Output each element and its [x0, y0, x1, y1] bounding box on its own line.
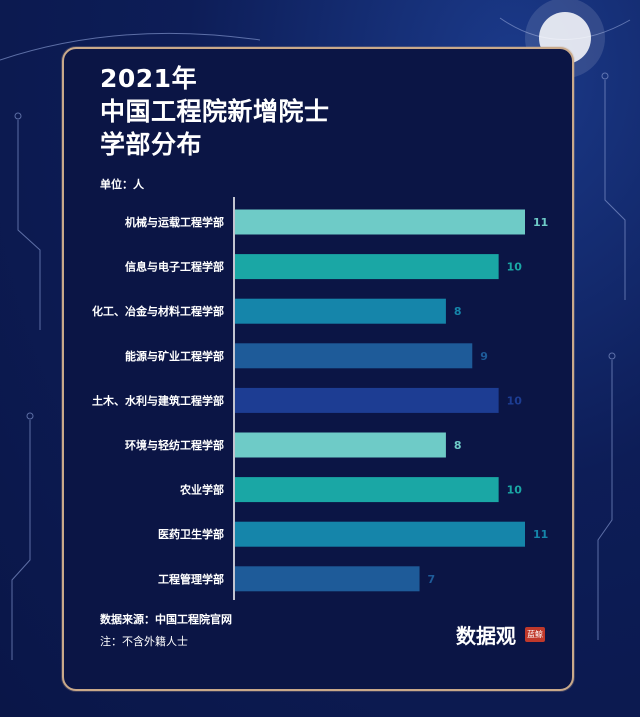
- bar: [235, 387, 499, 413]
- bar: [235, 477, 499, 503]
- bar: [235, 343, 473, 369]
- title-line-1: 2021年: [100, 64, 198, 93]
- bar: [235, 566, 420, 592]
- value-label: 10: [507, 394, 523, 407]
- value-label: 9: [480, 350, 488, 363]
- bar: [235, 521, 525, 547]
- value-label: 11: [533, 216, 548, 229]
- title-line-2: 中国工程院新增院士: [100, 97, 330, 126]
- brand-logo: 数据观: [456, 624, 516, 648]
- category-label: 机械与运载工程学部: [125, 215, 224, 229]
- value-label: 8: [454, 439, 462, 452]
- value-label: 11: [533, 528, 548, 541]
- chart-title: 2021年 中国工程院新增院士 学部分布: [100, 62, 330, 161]
- bar: [235, 432, 446, 458]
- bar: [235, 209, 525, 235]
- category-label: 环境与轻纺工程学部: [125, 438, 224, 452]
- unit-label: 单位：人: [100, 178, 144, 191]
- bar: [235, 298, 446, 324]
- category-label: 工程管理学部: [158, 572, 224, 586]
- brand-tag: 蓝鲸: [525, 627, 545, 642]
- value-label: 10: [507, 484, 523, 497]
- value-label: 7: [428, 573, 436, 586]
- value-label: 8: [454, 305, 462, 318]
- category-label: 能源与矿业工程学部: [125, 349, 224, 363]
- category-label: 农业学部: [179, 483, 224, 497]
- title-line-3: 学部分布: [100, 130, 203, 159]
- category-label: 化工、冶金与材料工程学部: [92, 304, 224, 318]
- category-label: 信息与电子工程学部: [125, 260, 224, 274]
- category-label: 土木、水利与建筑工程学部: [92, 393, 224, 407]
- footnote: 注：不含外籍人士: [100, 635, 188, 648]
- bar: [235, 254, 499, 280]
- category-label: 医药卫生学部: [158, 527, 224, 541]
- value-label: 10: [507, 261, 523, 274]
- source-note: 数据来源：中国工程院官网: [100, 613, 232, 626]
